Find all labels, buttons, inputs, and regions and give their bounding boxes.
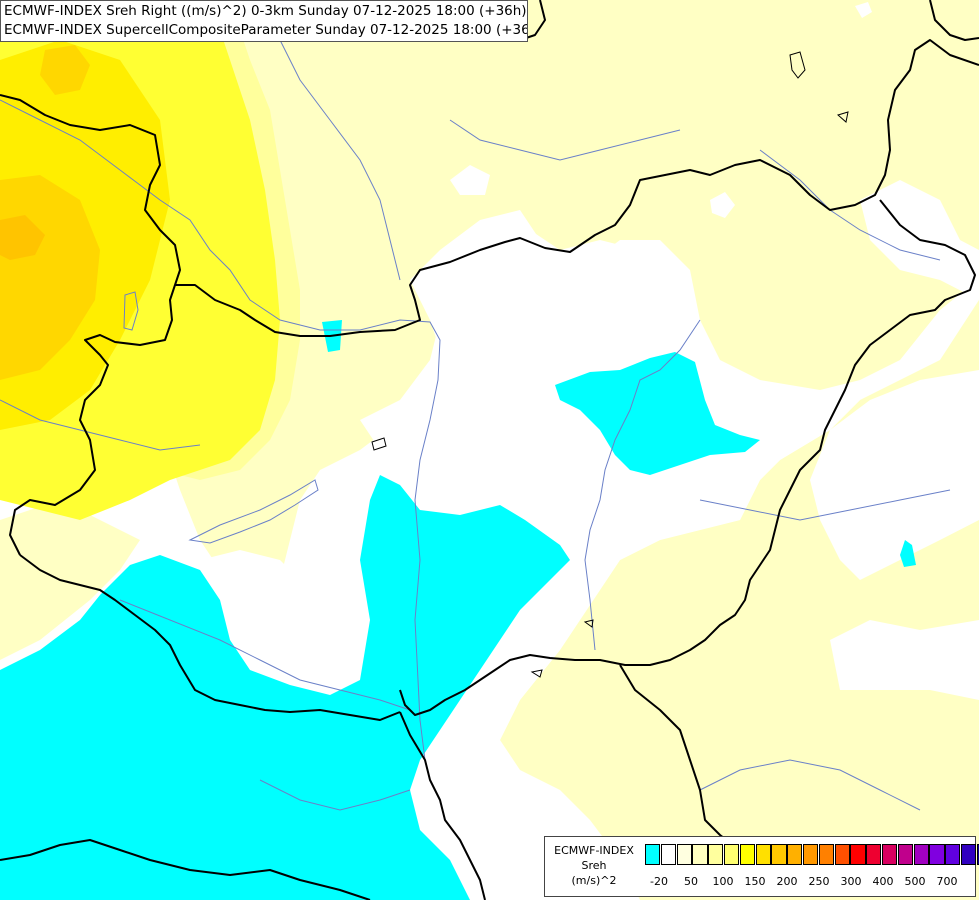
legend-label: ECMWF-INDEX Sreh (m/s)^2 (549, 843, 639, 888)
color-legend: ECMWF-INDEX Sreh (m/s)^2 -20 50 100 150 200 2… (544, 836, 979, 897)
lake-north (123, 291, 139, 331)
legend-swatch (771, 844, 787, 865)
water-bodies (371, 51, 849, 678)
border-austria-hungary (0, 94, 181, 556)
legend-swatch (834, 844, 850, 865)
legend-swatch (755, 844, 771, 865)
legend-swatch (818, 844, 835, 865)
rivers (0, 39, 951, 811)
map-title-box: ECMWF-INDEX Sreh Right ((m/s)^2) 0-3km S… (0, 0, 528, 42)
river-northeast (759, 149, 941, 261)
legend-tick-label: 200 (776, 875, 798, 888)
legend-tick-label: 300 (840, 875, 862, 888)
river-danube-upper (0, 99, 441, 761)
cyan-south-field (0, 475, 570, 900)
white-east-patch (810, 370, 979, 580)
legend-swatch (850, 844, 866, 865)
legend-tick-label: 150 (744, 875, 766, 888)
legend-tick-label: 400 (872, 875, 894, 888)
legend-tick-labels: -20 50 100 150 200 250 300 400 500 700 (645, 875, 975, 891)
lake-balaton (188, 479, 319, 544)
legend-tick-label: 250 (808, 875, 830, 888)
border-slovakia-hungary (175, 39, 979, 337)
river-east (699, 489, 951, 521)
yellow-fields (0, 0, 280, 520)
border-south-bottom (0, 839, 371, 900)
legend-swatch (787, 844, 803, 865)
legend-swatch (708, 844, 724, 865)
border-northeast-top (929, 0, 979, 41)
river-north-a (279, 39, 401, 281)
pale-yellow-southwest-field (0, 500, 140, 660)
white-west-patch (200, 550, 300, 610)
lake-outline-center (371, 437, 387, 451)
legend-tick-label: 50 (684, 875, 698, 888)
white-islet-north (450, 165, 490, 195)
white-islet-northeast (710, 192, 735, 218)
white-islet-far-north (855, 2, 872, 18)
legend-swatch (692, 844, 708, 865)
legend-swatch (802, 844, 819, 865)
legend-swatch (929, 844, 945, 865)
legend-unit: (m/s)^2 (571, 874, 617, 887)
gold-north-spot (40, 45, 90, 95)
legend-swatch (660, 844, 677, 865)
orange-spot (0, 215, 45, 260)
river-tisza (584, 319, 701, 651)
legend-swatch (913, 844, 929, 865)
river-north-b (449, 119, 681, 161)
legend-swatch (723, 844, 740, 865)
legend-swatch (645, 844, 661, 865)
legend-tick-label: 100 (712, 875, 734, 888)
legend-swatch (866, 844, 882, 865)
legend-swatch (945, 844, 961, 865)
lake-outline-northeast (836, 111, 849, 123)
lake-outline-south (530, 669, 543, 678)
legend-param: Sreh (581, 859, 607, 872)
border-serbia (399, 711, 486, 900)
white-southeast-patch (830, 620, 979, 700)
legend-tick-label: 700 (936, 875, 958, 888)
river-south (259, 779, 411, 811)
lake-outline-south-b (583, 619, 594, 628)
white-gaps (200, 2, 979, 900)
legend-color-bar (645, 844, 979, 865)
legend-swatch (739, 844, 756, 865)
legend-swatch (897, 844, 914, 865)
cyan-east-dot (900, 540, 916, 567)
border-hungary-croatia (19, 554, 401, 721)
legend-swatch (976, 844, 979, 865)
border-hungary-romania (399, 199, 976, 716)
legend-model: ECMWF-INDEX (554, 844, 634, 857)
legend-swatch (881, 844, 898, 865)
title-line-sreh: ECMWF-INDEX Sreh Right ((m/s)^2) 0-3km S… (4, 3, 527, 19)
legend-swatch (960, 844, 977, 865)
cyan-central-field (555, 352, 760, 475)
legend-tick-label: 500 (904, 875, 926, 888)
title-line-scp: ECMWF-INDEX SupercellCompositeParameter … (4, 22, 528, 38)
white-central-plain (360, 230, 860, 900)
river-drava (119, 599, 411, 711)
river-southeast (699, 759, 921, 811)
legend-tick-label: -20 (650, 875, 668, 888)
lake-outline-north (789, 51, 806, 79)
legend-swatch (676, 844, 692, 865)
river-west (0, 399, 201, 451)
